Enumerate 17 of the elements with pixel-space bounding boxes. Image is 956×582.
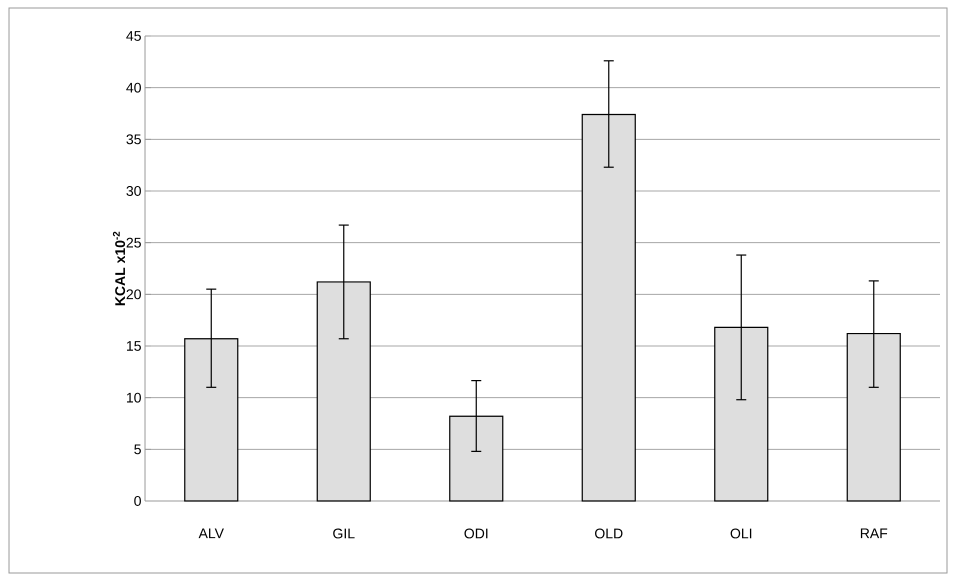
y-tick-label: 30	[126, 186, 141, 196]
x-tick-label: ALV	[198, 528, 224, 538]
y-tick-label: 40	[126, 82, 141, 93]
x-tick-label: GIL	[333, 528, 355, 538]
y-tick-label: 5	[134, 444, 141, 454]
y-tick-label: 25	[126, 238, 141, 248]
x-tick-label: OLD	[595, 528, 622, 538]
x-tick-label: ODI	[464, 528, 488, 538]
y-tick-label: 10	[126, 392, 141, 403]
y-tick-label: 45	[126, 31, 141, 41]
y-axis-title: KCAL x10$^{-2}$	[112, 232, 126, 306]
y-tick-label: 20	[126, 289, 141, 300]
x-tick-label: RAF	[860, 528, 888, 538]
x-tick-label: OLI	[730, 528, 752, 538]
y-tick-label: 0	[134, 496, 141, 506]
y-tick-label: 35	[126, 134, 141, 144]
y-tick-label: 15	[126, 341, 141, 351]
